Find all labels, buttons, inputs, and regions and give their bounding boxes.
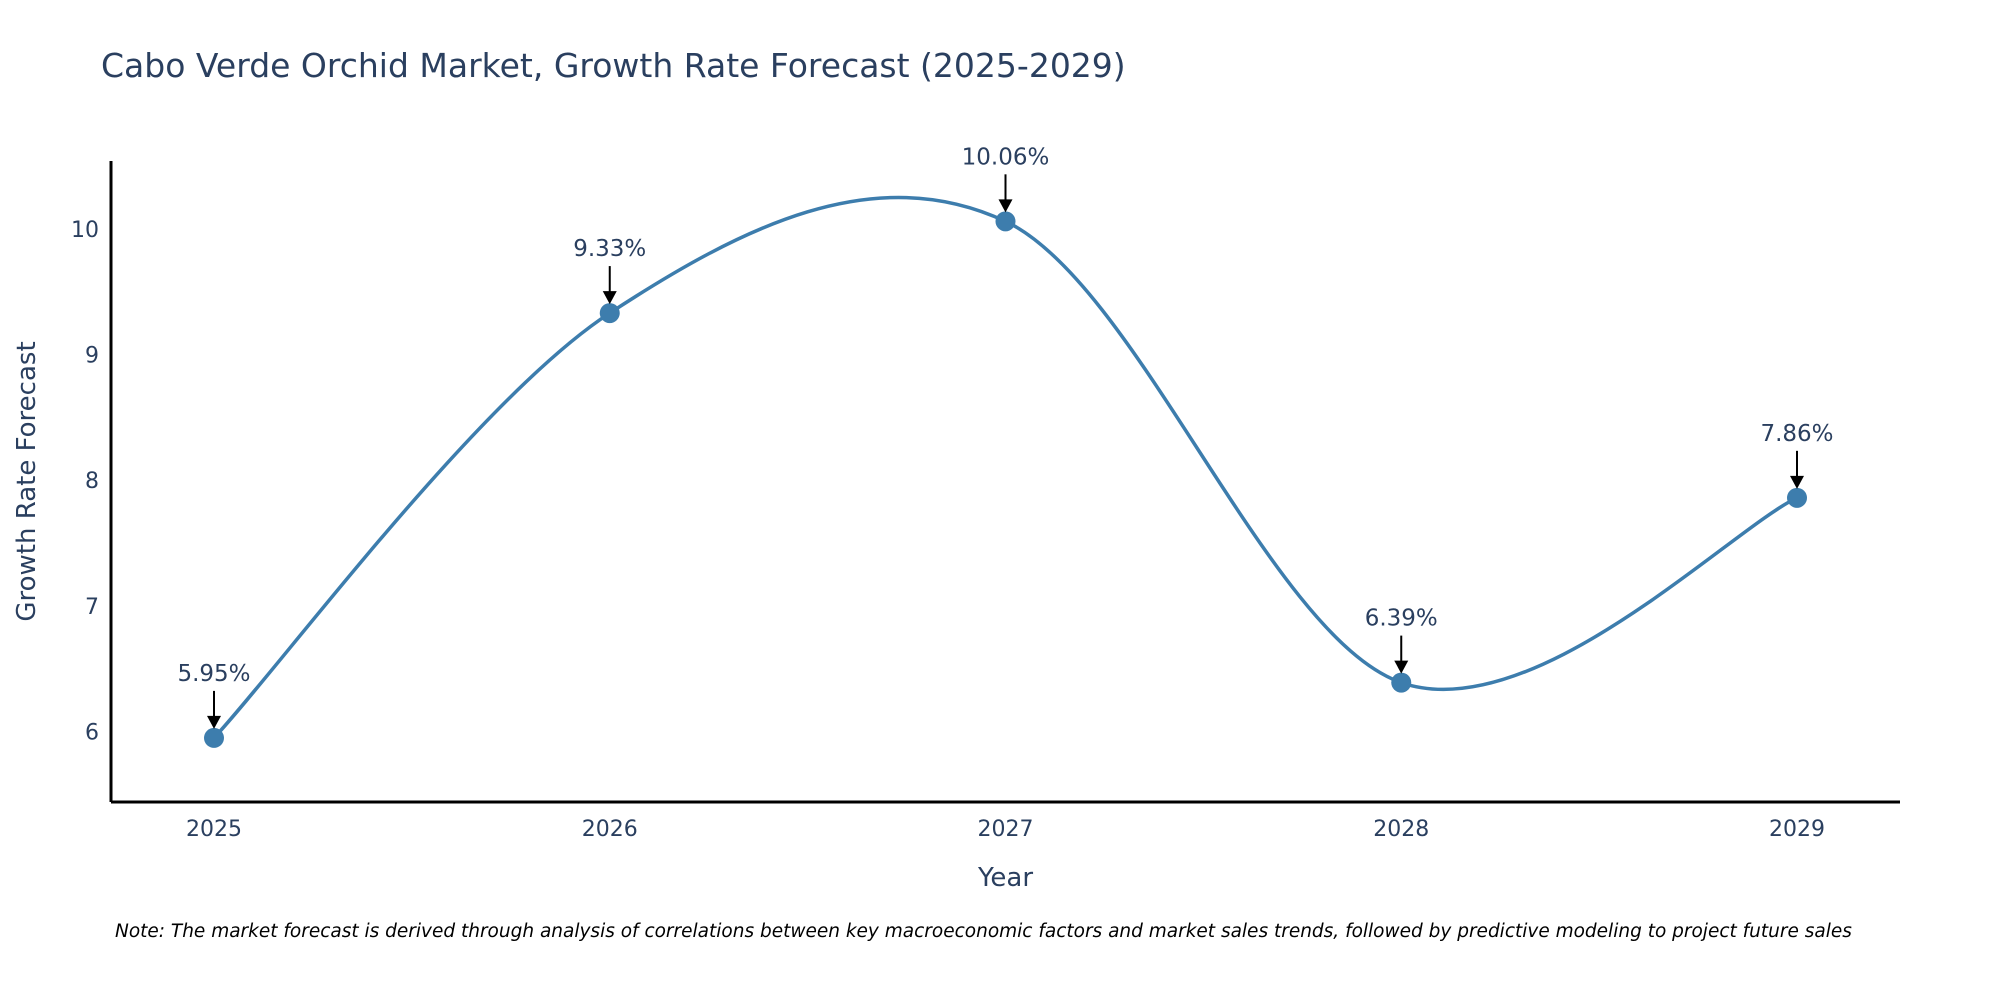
- data-label: 9.33%: [573, 236, 646, 262]
- y-tick-label: 8: [85, 469, 99, 494]
- data-annotation: 5.95%: [177, 661, 251, 729]
- data-point: [204, 727, 224, 748]
- y-tick-label: 7: [85, 595, 99, 620]
- annotation-arrow-head: [602, 291, 617, 305]
- annotation-arrow-head: [1394, 660, 1409, 674]
- y-tick-labels: 6 7 8 9 10: [71, 218, 99, 746]
- data-point: [995, 211, 1016, 232]
- x-tick-label: 2028: [1373, 817, 1429, 842]
- data-point: [599, 303, 620, 324]
- y-axis-title: Growth Rate Forecast: [12, 341, 42, 621]
- x-tick-label: 2029: [1769, 817, 1825, 842]
- x-tick-label: 2025: [186, 817, 242, 842]
- annotation-arrow-head: [1790, 475, 1804, 489]
- x-axis-title: Year: [977, 863, 1033, 893]
- data-label: 5.95%: [177, 661, 250, 687]
- data-annotation: 10.06%: [962, 144, 1050, 213]
- data-label: 6.39%: [1365, 606, 1438, 632]
- y-tick-label: 9: [85, 344, 99, 369]
- data-point: [1787, 487, 1807, 508]
- data-annotation: 6.39%: [1365, 606, 1438, 674]
- data-markers: [204, 211, 1807, 748]
- x-tick-labels: 2025 2026 2027 2028 2029: [186, 817, 1825, 842]
- y-tick-label: 6: [85, 721, 99, 746]
- annotation-arrow-head: [207, 715, 221, 729]
- data-point: [1391, 672, 1412, 693]
- annotation-arrow-head: [998, 199, 1013, 213]
- chart-title: Cabo Verde Orchid Market, Growth Rate Fo…: [101, 46, 1126, 85]
- data-annotations: 5.95% 9.33% 10.06% 6.39% 7.86%: [177, 144, 1834, 729]
- y-tick-label: 10: [71, 218, 99, 243]
- series-line: [212, 195, 1798, 740]
- data-label: 7.86%: [1760, 421, 1833, 447]
- axes: [109, 161, 1900, 804]
- chart-note: Note: The market forecast is derived thr…: [115, 921, 1852, 942]
- data-label: 10.06%: [962, 144, 1050, 170]
- data-annotation: 7.86%: [1760, 421, 1834, 489]
- x-tick-label: 2027: [978, 817, 1034, 842]
- x-tick-label: 2026: [582, 817, 638, 842]
- data-annotation: 9.33%: [573, 236, 646, 305]
